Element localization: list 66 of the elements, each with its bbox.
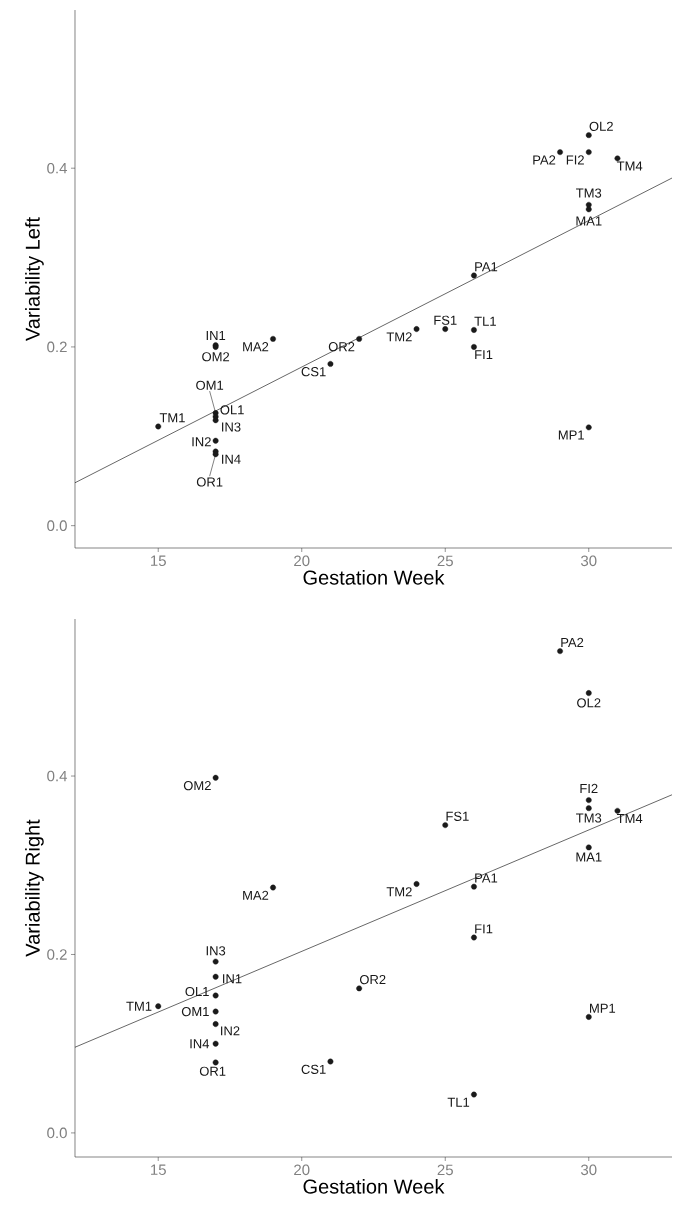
annotation: FI1 [475, 350, 493, 360]
annotation: OR2 [359, 974, 386, 985]
annotation: MA1 [576, 216, 602, 226]
annotation: MP1 [590, 1003, 616, 1013]
annotation: FI2 [566, 155, 584, 165]
annotation: TM2 [386, 887, 412, 897]
x-tick-label: 20 [294, 555, 310, 567]
y-axis-title: Variability Left [25, 217, 44, 341]
y-tick-label: 0.2 [47, 341, 67, 353]
annotation: OM1 [196, 380, 224, 390]
annotation: TM3 [576, 188, 602, 198]
annotation: OR1 [199, 1066, 226, 1076]
annotation: PA1 [475, 262, 498, 272]
annotation: IN4 [190, 1039, 210, 1049]
annotation: OM2 [202, 352, 230, 362]
annotation: IN1 [223, 974, 242, 984]
annotation: TL1 [474, 316, 496, 326]
annotation: IN3 [206, 946, 226, 956]
y-tick-label: 0.4 [47, 162, 68, 174]
annotation: OR2 [328, 342, 355, 352]
x-tick-label: 15 [151, 1164, 166, 1175]
annotation: OR1 [196, 477, 223, 487]
annotation: CS1 [301, 1064, 326, 1074]
annotation: TM4 [616, 161, 643, 171]
annotation: TM1 [126, 1001, 152, 1011]
annotation: FS1 [446, 811, 469, 821]
x-tick-label: 25 [437, 1164, 453, 1176]
annotation: IN2 [221, 1026, 240, 1036]
annotation: IN1 [206, 331, 226, 340]
x-tick-label: 15 [151, 555, 166, 566]
annotation: MP1 [558, 430, 584, 440]
annotation: FI1 [475, 924, 493, 934]
annotation: PA2 [533, 155, 556, 165]
x-tick-label: 30 [580, 555, 597, 567]
annotation: TM2 [386, 332, 412, 342]
annotation: OL1 [185, 986, 209, 997]
annotation: OL1 [220, 405, 244, 415]
annotation: FS1 [434, 315, 457, 325]
annotation: MA1 [576, 852, 602, 862]
y-tick-label: 0.0 [47, 1127, 67, 1139]
x-axis-title: Gestation Week [303, 1179, 445, 1194]
annotation: PA2 [561, 637, 584, 647]
annotation: TM3 [576, 813, 602, 823]
annotation: TL1 [447, 1097, 470, 1107]
annotation: OM1 [181, 1006, 209, 1017]
x-tick-label: 30 [580, 1164, 597, 1176]
annotation: IN4 [222, 454, 241, 464]
annotation: TM1 [159, 413, 185, 423]
annotation: OL2 [577, 698, 601, 708]
annotation: IN3 [222, 422, 241, 432]
annotation: OL2 [589, 121, 613, 131]
x-axis-title: Gestation Week [303, 570, 445, 585]
x-tick-label: 25 [437, 555, 453, 567]
annotation: PA1 [475, 873, 498, 883]
y-tick-label: 0.2 [47, 949, 67, 960]
y-tick-label: 0.4 [47, 770, 68, 782]
x-tick-label: 20 [294, 1164, 310, 1176]
y-axis-title: Variability Right [25, 819, 44, 957]
annotation: CS1 [301, 367, 326, 377]
annotation: MA2 [243, 342, 269, 352]
annotation: TM4 [616, 814, 643, 823]
annotation: OM2 [183, 781, 211, 791]
annotation: IN2 [192, 437, 211, 447]
annotation: FI2 [580, 783, 598, 793]
annotation: MA2 [243, 890, 269, 900]
y-tick-label: 0.0 [47, 520, 67, 531]
